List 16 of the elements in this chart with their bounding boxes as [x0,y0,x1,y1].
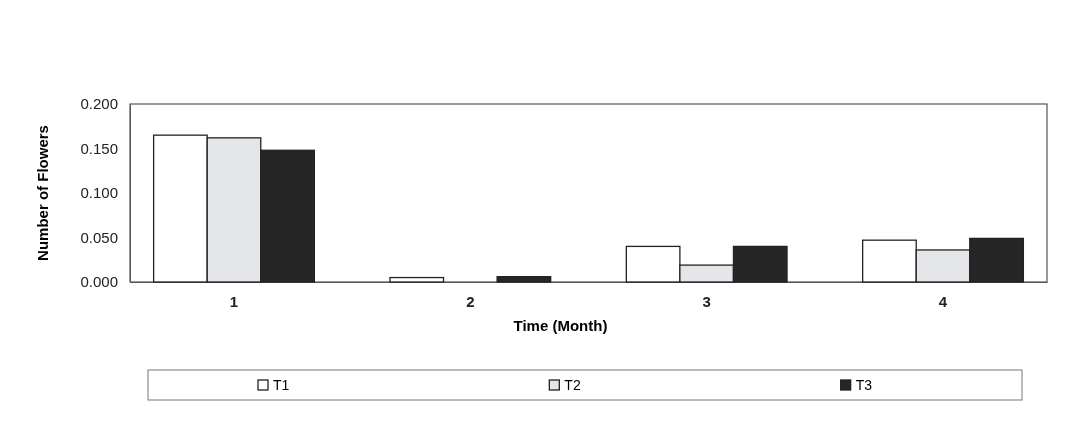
y-axis-title: Number of Flowers [34,125,51,261]
y-tick-label: 0.050 [80,228,118,246]
x-tick-label: 3 [702,292,711,310]
y-tick-label: 0.100 [80,184,118,202]
legend-label: T3 [855,377,873,393]
bar [389,276,445,283]
y-tick-label: 0.000 [80,273,118,291]
x-tick-label: 1 [229,292,239,310]
bar [496,276,552,283]
y-tick-label: 0.150 [80,139,118,157]
x-axis-title: Time (Month) [513,317,608,334]
legend-label: T1 [273,377,290,393]
y-tick-label: 0.200 [80,95,118,113]
x-tick-label: 4 [938,292,948,310]
legend-label: T2 [564,377,581,393]
x-tick-label: 2 [466,292,475,310]
